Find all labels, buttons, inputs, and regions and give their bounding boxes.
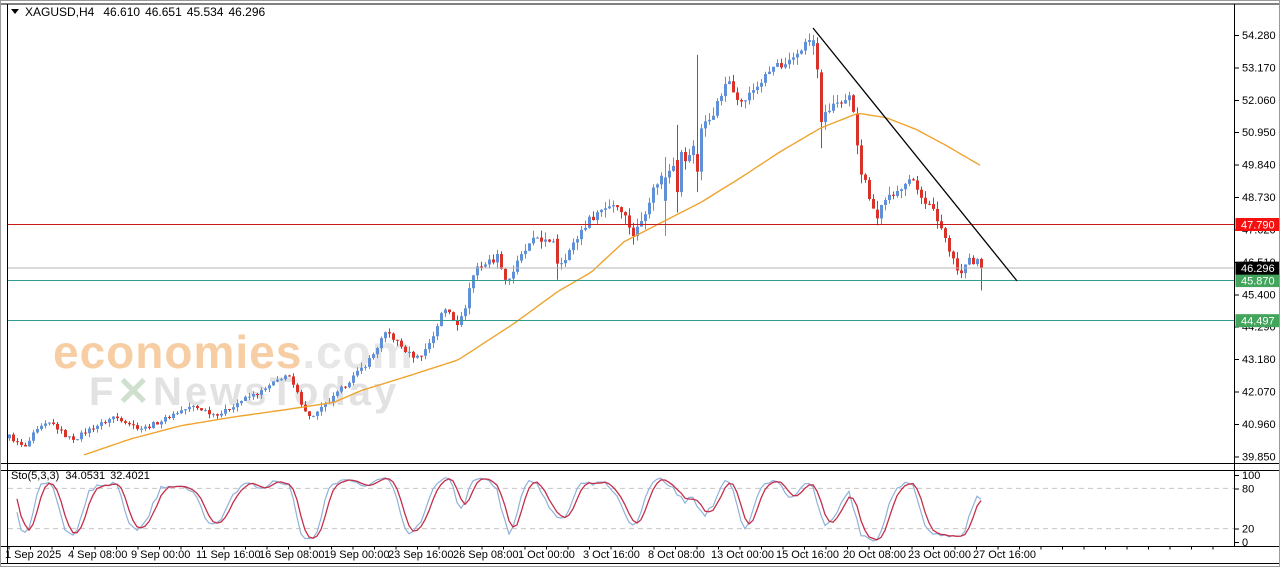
- date-tick-label: 9 Sep 00:00: [131, 549, 190, 561]
- date-tick-label: 1 Oct 00:00: [518, 549, 575, 561]
- support-line-1-price-tag: [1235, 274, 1279, 288]
- sto-axis-label: 20: [1242, 524, 1254, 536]
- svg-text:46.296: 46.296: [1241, 263, 1275, 275]
- price-tick-label: 54.280: [1242, 30, 1276, 42]
- horizontal-level-lines[interactable]: [8, 224, 1234, 322]
- price-tick-label: 43.180: [1242, 354, 1276, 366]
- price-tick-label: 40.960: [1242, 419, 1276, 431]
- date-axis[interactable]: 1 Sep 2025 4 Sep 08:00 9 Sep 00:00 11 Sep 1…: [5, 546, 1214, 562]
- svg-text:47.790: 47.790: [1241, 220, 1275, 232]
- trendline[interactable]: [812, 27, 1018, 282]
- price-tick-label: 53.170: [1242, 62, 1276, 74]
- price-tick-label: 39.850: [1242, 451, 1276, 463]
- date-tick-label: 3 Oct 16:00: [583, 549, 640, 561]
- date-tick-label: 20 Oct 08:00: [843, 549, 906, 561]
- date-tick-label: 11 Sep 16:00: [196, 549, 261, 561]
- date-tick-label: 19 Sep 00:00: [324, 549, 389, 561]
- candlesticks: [8, 33, 983, 447]
- price-tick-label: 49.840: [1242, 160, 1276, 172]
- date-tick-label: 15 Oct 16:00: [776, 549, 839, 561]
- indicator-d-value: 32.4021: [110, 470, 150, 482]
- pane-frames: [1, 3, 1279, 564]
- watermark: economies.com F✕NewsToday: [53, 326, 413, 414]
- svg-text:45.870: 45.870: [1241, 276, 1275, 288]
- moving-average-line[interactable]: [83, 112, 981, 456]
- indicator-label: Sto(5,3,3) 34.0531 32.4021: [11, 470, 150, 482]
- date-tick-label: 13 Oct 00:00: [711, 549, 774, 561]
- sto-axis-label: 0: [1242, 537, 1248, 549]
- stochastic-pane-curves: [8, 476, 1234, 542]
- support-line-2-price-tag: [1235, 314, 1279, 328]
- date-tick-label: 26 Sep 08:00: [453, 549, 518, 561]
- price-tick-label: 48.730: [1242, 192, 1276, 204]
- price-tick-label: 45.400: [1242, 289, 1276, 301]
- date-tick-label: 1 Sep 2025: [5, 549, 61, 561]
- indicator-name: Sto(5,3,3): [11, 470, 59, 482]
- symbol-dropdown-icon[interactable]: [11, 9, 19, 14]
- indicator-k-value: 34.0531: [65, 470, 105, 482]
- price-tick-label: 50.950: [1242, 127, 1276, 139]
- sto-axis-label: 80: [1242, 483, 1254, 495]
- current-price-tag: [1235, 261, 1279, 275]
- price-tick-label: 52.060: [1242, 95, 1276, 107]
- price-tick-label: 42.070: [1242, 387, 1276, 399]
- sto-axis-label: 100: [1242, 470, 1260, 482]
- resistance-line-price-tag: [1235, 218, 1279, 232]
- price-level-labels: 47.790 45.870 44.497 46.296: [1235, 218, 1279, 328]
- date-tick-label: 23 Sep 16:00: [388, 549, 453, 561]
- date-tick-label: 4 Sep 08:00: [68, 549, 127, 561]
- chart-title-bar: XAGUSD,H4 46.610 46.651 45.534 46.296: [11, 5, 265, 19]
- date-tick-label: 27 Oct 16:00: [973, 549, 1036, 561]
- chart-title: XAGUSD,H4 46.610 46.651 45.534 46.296: [25, 5, 265, 19]
- date-tick-label: 8 Oct 08:00: [648, 549, 705, 561]
- date-tick-label: 16 Sep 08:00: [259, 549, 324, 561]
- svg-text:44.497: 44.497: [1241, 316, 1275, 328]
- date-tick-label: 23 Oct 00:00: [908, 549, 971, 561]
